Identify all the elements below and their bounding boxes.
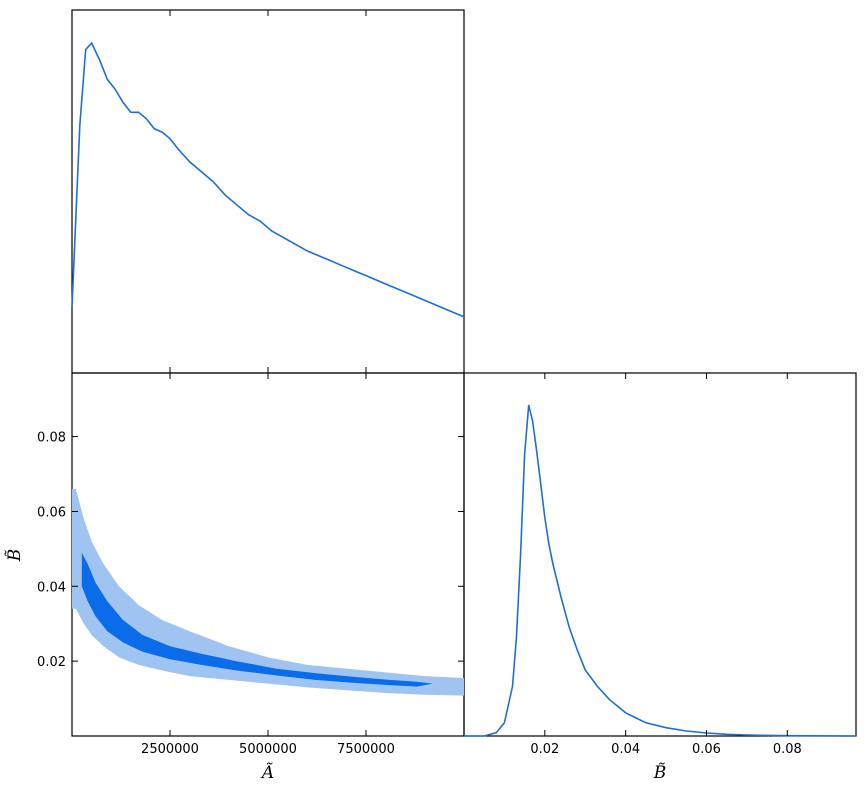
x-axis-label-marginal-b: B̃ xyxy=(653,763,667,783)
x-tick-label-marginal-b: 0.06 xyxy=(692,742,721,757)
x-tick-label-marginal-b: 0.02 xyxy=(530,742,559,757)
y-axis-label-joint: B̃ xyxy=(5,549,25,563)
x-axis-label-joint: Ã xyxy=(260,762,274,783)
y-tick-label-joint: 0.04 xyxy=(37,580,66,595)
x-tick-label-joint: 7500000 xyxy=(337,742,395,757)
panel-frame-marginal-a xyxy=(71,9,465,374)
y-tick-label-joint: 0.08 xyxy=(37,431,66,446)
y-tick-label-joint: 0.02 xyxy=(37,655,66,670)
x-tick-label-marginal-b: 0.08 xyxy=(773,742,802,757)
x-tick-label-joint: 5000000 xyxy=(239,742,297,757)
ticks-layer: 2500000 5000000 7500000 0.02 0.04 0.06 0.08 0.0… xyxy=(37,10,802,757)
y-tick-label-joint: 0.06 xyxy=(37,505,66,520)
x-tick-label-marginal-b: 0.04 xyxy=(611,742,640,757)
marginal-a-curve xyxy=(71,41,465,318)
panel-frame-marginal-b xyxy=(463,372,857,737)
contour-outer-region xyxy=(72,489,464,696)
marginal-b-curve xyxy=(464,404,857,737)
x-tick-label-joint: 2500000 xyxy=(141,742,199,757)
contour-inner-region xyxy=(81,552,433,687)
